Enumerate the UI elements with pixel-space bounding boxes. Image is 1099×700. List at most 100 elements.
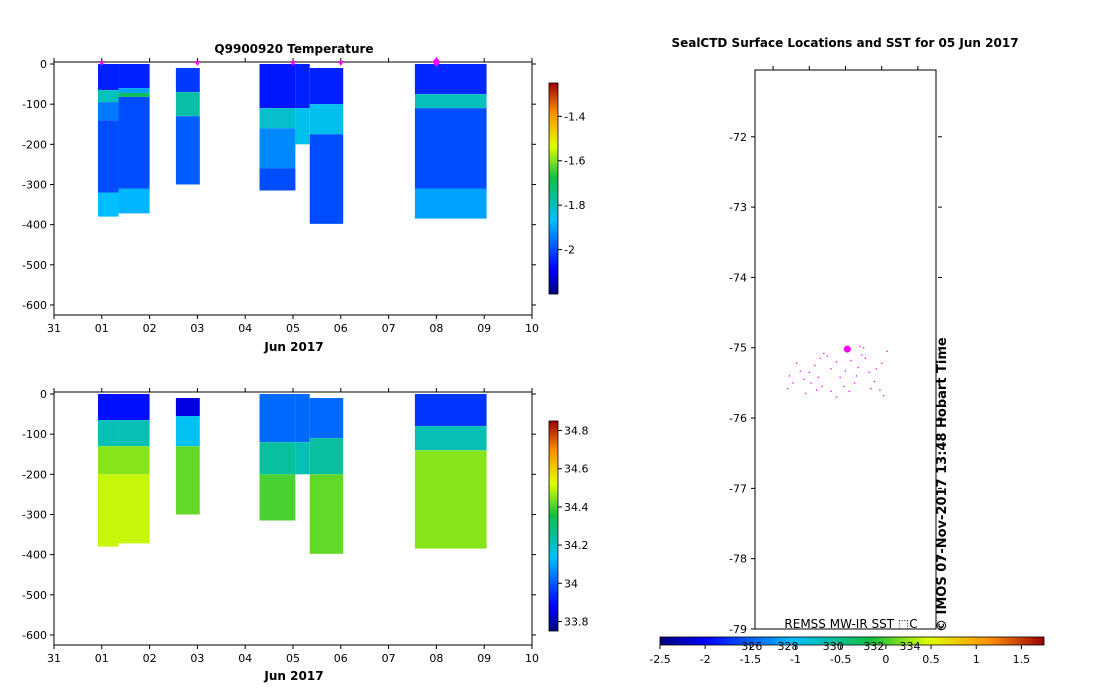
t-profile-1-layer-2 — [118, 92, 150, 97]
x-tick-label: 10 — [525, 322, 539, 335]
profile-marker — [290, 61, 296, 66]
track-point — [853, 382, 856, 384]
t-profile-0-layer-1 — [97, 90, 119, 103]
lat-tick-label: -79 — [729, 623, 747, 636]
track-point — [886, 350, 888, 352]
track-point — [855, 375, 858, 377]
track-point — [839, 376, 841, 378]
t-profile-6-layer-0 — [414, 64, 487, 95]
t-profile-2-layer-0 — [175, 68, 200, 93]
temperature-title: Q9900920 Temperature — [214, 42, 373, 56]
s-profile-6-layer-2 — [414, 450, 487, 549]
lat-tick-label: -75 — [729, 342, 747, 355]
sst-overlap-label: 332 — [863, 640, 884, 653]
sst-tick-label: 1 — [973, 653, 980, 666]
s-profile-0-layer-2 — [97, 446, 119, 475]
track-point — [810, 382, 812, 384]
map-track-points — [786, 345, 888, 398]
x-tick-label: 07 — [382, 322, 396, 335]
lat-tick-label: -74 — [729, 271, 747, 284]
track-point — [814, 364, 816, 367]
s-profile-1-layer-1 — [118, 420, 150, 447]
x-tick-label: 02 — [143, 322, 157, 335]
map-title: SealCTD Surface Locations and SST for 05… — [671, 36, 1018, 50]
temperature-colorbar-ticks: -1.4 -1.6 -1.8 -2 — [558, 110, 585, 257]
temperature-profiles — [97, 64, 487, 224]
y-tick-label: -200 — [22, 468, 47, 481]
x-tick-label: 09 — [477, 322, 491, 335]
track-point — [879, 389, 881, 391]
track-point — [826, 355, 829, 357]
lat-tick-label: -76 — [729, 412, 747, 425]
salinity-colorbar — [548, 420, 559, 632]
y-tick-label: -400 — [22, 219, 47, 232]
track-point — [805, 392, 807, 395]
salinity-xlabel: Jun 2017 — [263, 669, 323, 683]
t-profile-3-layer-1 — [259, 108, 296, 129]
t-profile-6-layer-2 — [414, 108, 487, 189]
x-tick-label: 06 — [334, 652, 348, 665]
s-profile-5-layer-0 — [309, 398, 344, 439]
profile-marker — [98, 61, 105, 66]
colorbar-tick-label: -1.8 — [564, 199, 585, 212]
x-tick-label: 03 — [190, 322, 204, 335]
x-tick-label: 01 — [95, 652, 109, 665]
sst-tick-label: 1.5 — [1013, 653, 1031, 666]
temperature-profile-markers — [98, 57, 441, 67]
x-tick-label: 04 — [238, 652, 252, 665]
s-profile-4-layer-1 — [295, 442, 310, 475]
s-profile-0-layer-3 — [97, 474, 119, 547]
track-point — [882, 394, 885, 397]
x-tick-label: 05 — [286, 322, 300, 335]
track-point — [821, 385, 823, 388]
colorbar-tick-label: -1.6 — [564, 155, 585, 168]
y-tick-label: -500 — [22, 589, 47, 602]
s-profile-3-layer-2 — [259, 474, 296, 521]
x-tick-label: 02 — [143, 652, 157, 665]
temperature-xlabel: Jun 2017 — [263, 340, 323, 354]
t-profile-0-layer-4 — [97, 192, 119, 217]
s-profile-2-layer-0 — [175, 398, 200, 417]
sst-overlap-label: 326 — [741, 640, 762, 653]
track-point — [835, 396, 838, 398]
map-copyright: © IMOS 07-Nov-2017 13:48 Hobart Time — [935, 337, 950, 632]
t-profile-2-layer-2 — [175, 116, 200, 185]
colorbar-tick-label: -2 — [564, 244, 575, 257]
y-tick-label: -300 — [22, 508, 47, 521]
track-point — [873, 380, 876, 383]
y-tick-label: -100 — [22, 98, 47, 111]
track-point — [875, 368, 877, 370]
t-profile-6-layer-1 — [414, 94, 487, 109]
x-tick-label: 08 — [429, 322, 443, 335]
t-profile-5-layer-0 — [309, 68, 344, 105]
t-profile-3-layer-3 — [259, 168, 296, 191]
sst-colorbar-label: REMSS MW-IR SST ⬚C — [784, 617, 917, 631]
y-tick-label: -100 — [22, 428, 47, 441]
track-point — [817, 376, 820, 378]
x-tick-label: 31 — [47, 652, 61, 665]
lat-tick-label: -73 — [729, 201, 747, 214]
s-profile-0-layer-1 — [97, 420, 119, 447]
lat-tick-label: -77 — [729, 482, 747, 495]
t-profile-4-layer-1 — [295, 108, 310, 145]
x-tick-label: 06 — [334, 322, 348, 335]
track-point — [815, 389, 818, 391]
salinity-profiles — [97, 394, 487, 554]
track-point — [796, 362, 798, 364]
x-tick-label: 10 — [525, 652, 539, 665]
y-tick-label: -300 — [22, 178, 47, 191]
t-profile-1-layer-0 — [118, 64, 150, 89]
t-profile-0-layer-0 — [97, 64, 119, 91]
track-point — [868, 371, 870, 374]
colorbar-tick-label: 34.6 — [564, 463, 589, 476]
t-profile-0-layer-2 — [97, 102, 119, 121]
salinity-x-axis: 31 01 02 03 04 05 06 07 08 09 10 — [47, 388, 539, 665]
s-profile-1-layer-2 — [118, 446, 150, 475]
t-profile-4-layer-0 — [295, 64, 310, 109]
sst-overlap-label: 328 — [778, 640, 799, 653]
s-profile-1-layer-3 — [118, 474, 150, 544]
x-tick-label: 07 — [382, 652, 396, 665]
sst-overlap-label: 334 — [900, 640, 921, 653]
y-tick-label: -600 — [22, 629, 47, 642]
